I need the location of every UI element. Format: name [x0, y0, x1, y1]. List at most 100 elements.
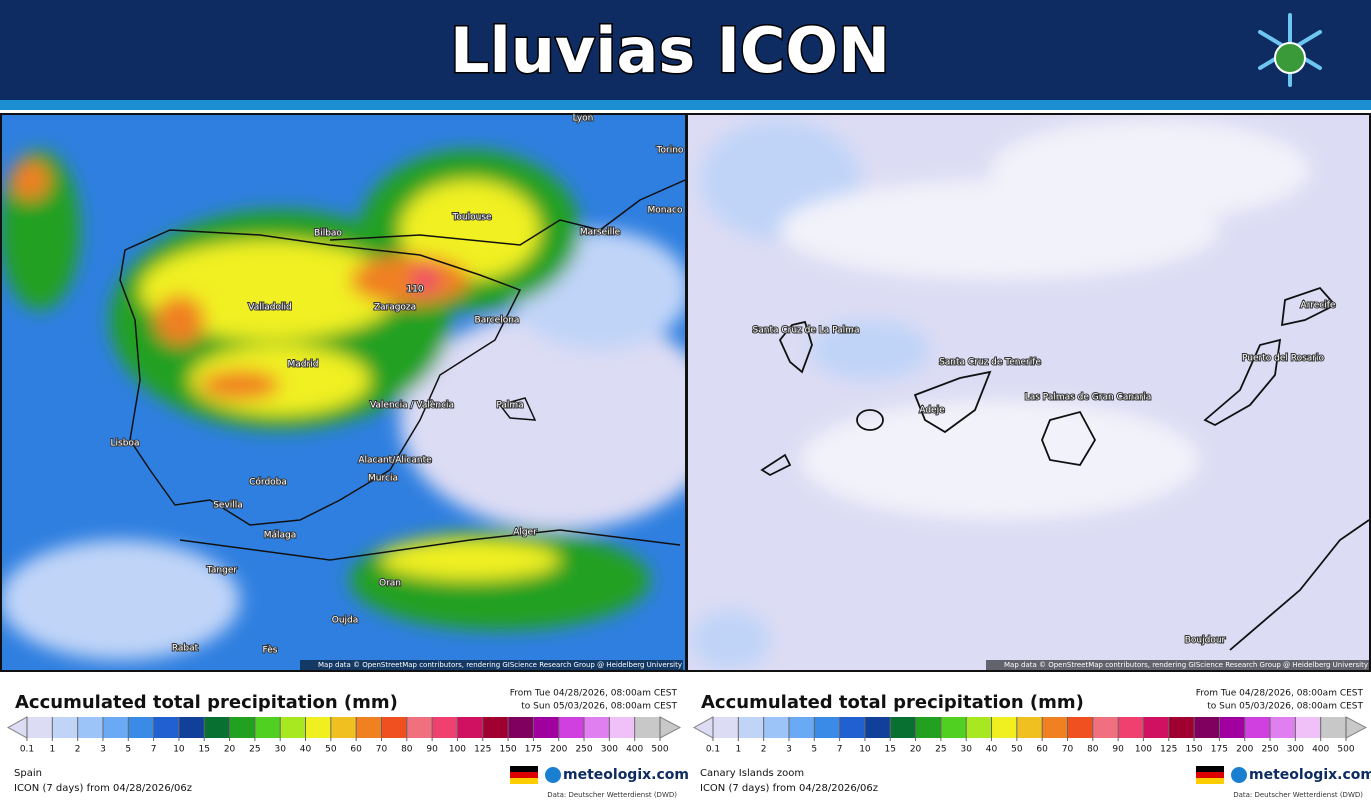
legend-tick-label: 30 [960, 745, 972, 755]
legend-swatch [788, 717, 815, 738]
legend-tick-label: 30 [274, 745, 286, 755]
legend-swatch [1016, 717, 1043, 738]
brand: meteologix.com [563, 767, 689, 783]
legend-swatch [1118, 717, 1144, 738]
header-bar [0, 0, 1371, 100]
legend-swatch [280, 717, 307, 738]
legend-swatch [533, 717, 560, 738]
legend-tick-label: 2 [75, 745, 81, 755]
legend-swatch [1067, 717, 1094, 738]
map-label: Málaga [264, 531, 297, 541]
legend-tick-label: 250 [575, 745, 592, 755]
legend-from: From Tue 04/28/2026, 08:00am CEST [510, 689, 678, 699]
map-label: Marseille [580, 228, 621, 238]
legend-tick-label: 7 [837, 745, 843, 755]
region: Canary Islands zoom [700, 768, 804, 779]
legend-arrow [1345, 716, 1368, 739]
legend-tick-label: 1 [49, 745, 55, 755]
flag-gold [510, 778, 538, 784]
flag-red [510, 772, 538, 778]
legend-to: to Sun 05/03/2026, 08:00am CEST [1207, 702, 1363, 712]
legend-tick-label: 15 [885, 745, 896, 755]
header-title: Lluvias ICON [450, 14, 890, 87]
map-label: Tanger [206, 566, 237, 576]
legend-tick-label: 90 [426, 745, 438, 755]
legend-tick-label: 1 [735, 745, 741, 755]
legend-tick-label: 300 [1287, 745, 1304, 755]
legend-tick-label: 125 [1160, 745, 1177, 755]
flag-gold [1196, 778, 1224, 784]
map-label: Rabat [172, 644, 199, 654]
legend-tick-label: 0.1 [706, 745, 720, 755]
legend-swatch [229, 717, 256, 738]
brand: meteologix.com [1249, 767, 1371, 783]
legend-swatch [52, 717, 79, 738]
legend-swatch [966, 717, 993, 738]
map-spain [2, 115, 685, 670]
data-source: Data: Deutscher Wetterdienst (DWD) [1233, 791, 1363, 799]
legend-arrow [659, 716, 682, 739]
legend-swatch [305, 717, 332, 738]
legend-tick-label: 200 [1236, 745, 1253, 755]
flag-black [1196, 766, 1224, 772]
legend-swatch [1092, 717, 1119, 738]
legend-swatch [890, 717, 917, 738]
map-label: Boujdour [1185, 636, 1226, 646]
map-label: Monaco [648, 206, 683, 216]
map-label: Valladolid [248, 303, 291, 313]
map-label: Zaragoza [374, 303, 416, 313]
legend-tick-label: 125 [474, 745, 491, 755]
legend-swatch [508, 717, 534, 738]
legend-swatch [27, 717, 53, 738]
legend-tick-label: 7 [151, 745, 157, 755]
legend-swatch [102, 717, 129, 738]
legend-arrow [692, 716, 714, 739]
legend-tick-label: 20 [224, 745, 236, 755]
legend-tick-label: 500 [1337, 745, 1354, 755]
legend-tick-label: 80 [401, 745, 413, 755]
legend-tick-label: 25 [935, 745, 946, 755]
legend-swatch [406, 717, 433, 738]
legend-tick-label: 20 [910, 745, 922, 755]
legend-tick-label: 100 [1135, 745, 1152, 755]
brand-icon [545, 767, 561, 783]
legend-swatch [1295, 717, 1322, 738]
map-label: Lyon [573, 114, 594, 124]
legend-swatch [1143, 717, 1170, 738]
map-canary [688, 115, 1369, 670]
map-label: Murcia [368, 474, 398, 484]
legend-tick-label: 200 [550, 745, 567, 755]
legend-swatch [356, 717, 382, 738]
map-label: Palma [496, 401, 523, 411]
legend-tick-label: 3 [786, 745, 792, 755]
legend-swatch [915, 717, 942, 738]
legend-swatch [609, 717, 636, 738]
map-label: Oran [379, 579, 401, 589]
legend-swatch [991, 717, 1018, 738]
map-label: Alger [513, 528, 537, 538]
legend-swatch [457, 717, 484, 738]
legend-swatch [254, 717, 281, 738]
legend-tick-label: 50 [325, 745, 337, 755]
legend-swatch [738, 717, 765, 738]
legend-tick-label: 150 [499, 745, 516, 755]
legend-tick-label: 25 [249, 745, 260, 755]
legend-tick-label: 400 [1312, 745, 1329, 755]
flag-black [510, 766, 538, 772]
data-source: Data: Deutscher Wetterdienst (DWD) [547, 791, 677, 799]
legend-tick-label: 60 [350, 745, 362, 755]
legend-tick-label: 250 [1261, 745, 1278, 755]
legend-swatch [381, 717, 408, 738]
map-label: Barcelona [475, 316, 520, 326]
legend-swatch [713, 717, 739, 738]
legend-swatch [482, 717, 509, 738]
legend-tick-label: 10 [173, 745, 185, 755]
map-label: Torino [656, 146, 684, 156]
legend-title: Accumulated total precipitation (mm) [15, 692, 398, 713]
legend-swatch [814, 717, 841, 738]
legend-tick-label: 70 [376, 745, 388, 755]
legend-swatch [864, 717, 891, 738]
legend-swatch [839, 717, 866, 738]
map-label: Sevilla [213, 501, 243, 511]
